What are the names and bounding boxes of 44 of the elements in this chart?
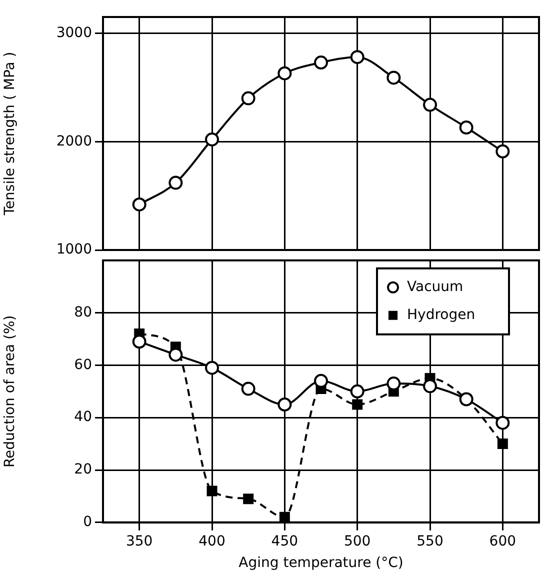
- x-axis-title: Aging temperature (°C): [238, 555, 404, 572]
- y-tick-label: 20: [74, 462, 92, 478]
- point: [168, 348, 183, 362]
- point: [459, 120, 474, 135]
- y-tick-label: 3000: [56, 24, 92, 41]
- x-tick-label: 350: [126, 533, 153, 550]
- y-tick-label: 60: [74, 356, 92, 373]
- point: [241, 382, 256, 396]
- point: [496, 144, 510, 158]
- point: [314, 56, 328, 70]
- x-tick-label: 500: [344, 533, 371, 550]
- point: [386, 70, 401, 85]
- y-tick-label: 80: [74, 304, 92, 320]
- point: [278, 66, 292, 80]
- point: [314, 374, 328, 388]
- y-tick-label: 40: [74, 409, 92, 426]
- point: [132, 197, 146, 212]
- legend-label: Hydrogen: [407, 307, 476, 324]
- point: [423, 98, 437, 112]
- point: [168, 176, 183, 190]
- point: [423, 379, 437, 394]
- point: [205, 132, 219, 146]
- y-tick-label: 0: [83, 514, 92, 530]
- point: [350, 50, 364, 64]
- x-tick-label: 600: [489, 533, 516, 550]
- y-axis-title: Reduction of area (%): [2, 315, 18, 468]
- point: [496, 416, 510, 430]
- point: [206, 486, 218, 496]
- y-tick-label: 2000: [56, 133, 92, 150]
- point: [205, 360, 219, 375]
- point: [352, 399, 363, 410]
- x-tick-label: 550: [416, 533, 444, 550]
- point: [132, 334, 146, 349]
- point: [243, 494, 254, 504]
- point: [241, 91, 256, 106]
- point: [350, 384, 364, 398]
- y-axis-title: Tensile strength ( MPa ): [2, 52, 18, 216]
- x-tick-label: 400: [198, 533, 226, 550]
- point: [497, 438, 508, 450]
- y-tick-label: 1000: [56, 242, 92, 258]
- legend-label: Vacuum: [407, 279, 464, 296]
- point: [278, 398, 292, 412]
- point: [279, 512, 290, 522]
- x-tick-label: 450: [271, 533, 298, 550]
